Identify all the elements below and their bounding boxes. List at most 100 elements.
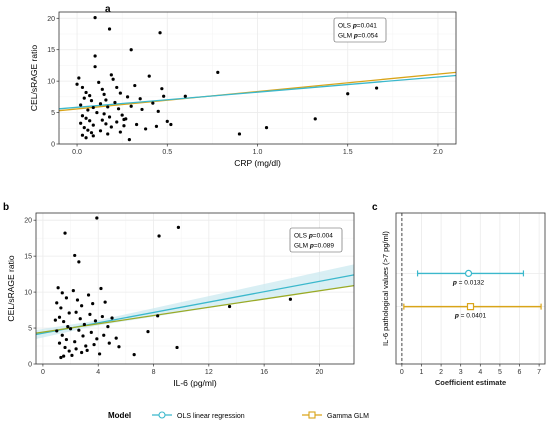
panel-c-x-ticks: 0 1 2 3 4 5 6 7 [400,364,541,376]
legend-title: Model [108,411,131,420]
data-point [79,103,83,107]
data-point [86,128,90,132]
data-point [264,126,269,130]
data-point [88,312,92,316]
x-tick-label: 4 [96,369,100,376]
data-point [77,76,81,80]
data-point [115,120,119,124]
data-point [78,317,82,321]
data-point [100,87,104,91]
p-value-symbol: p [452,279,457,286]
data-point [98,129,103,133]
data-point [63,345,67,350]
data-point [147,74,151,78]
panel-b-points [53,216,340,360]
data-point [85,348,89,352]
x-tick-label: 3 [459,369,463,376]
data-point [216,70,220,74]
data-point [95,110,99,115]
panel-b-fit-lines [35,274,355,336]
data-point [80,133,85,137]
x-tick-label: 2.0 [433,149,443,156]
data-point [125,95,130,99]
p-value-line: GLM p=0.054 [338,33,378,40]
panel-c-plot-area [396,213,545,364]
panel-c-y-axis-title: IL-6 pathological values (>7 pg/ml) [381,231,390,346]
p-value-symbol: p [352,23,357,30]
data-point [93,16,97,20]
data-point [82,126,86,130]
data-point [107,115,112,119]
data-point [133,83,137,88]
data-point [89,330,93,334]
legend: Model OLS linear regression Gamma GLM [108,411,369,420]
data-point [68,327,73,331]
x-tick-label: 8 [152,369,156,376]
p-value-symbol: p [308,233,313,240]
data-point [86,293,91,297]
data-point [73,340,77,344]
data-point [107,27,112,31]
data-point [118,91,122,95]
data-point [127,138,131,142]
p-value-symbol: p [309,243,314,250]
data-point [75,298,80,302]
panel-b-y-ticks: 0 5 10 15 20 [24,218,36,369]
x-tick-label: 0.0 [72,149,82,156]
data-point [98,102,103,106]
data-point [162,94,166,98]
data-point [57,315,62,319]
panel-a-p-value-box: OLS p=0.041 GLM p=0.054 [333,17,387,43]
data-point [81,334,85,338]
panel-c-label: c [372,202,378,213]
fit-line-glm [35,284,355,334]
data-point [89,131,94,135]
data-point [116,107,121,111]
data-point [80,114,85,118]
data-point [156,314,160,318]
data-point [288,297,292,301]
p-value-line: OLS p=0.004 [294,233,333,240]
x-tick-label: 1.0 [253,149,263,156]
p-value-box-frame [289,227,343,253]
data-point [129,48,133,52]
p-value-number: = 0.0132 [457,279,485,286]
x-tick-label: 0 [41,369,45,376]
panel-a-points [75,16,381,142]
x-tick-label: 1.5 [343,149,353,156]
panel-a-y-ticks: 0 5 10 15 20 [47,16,59,149]
data-point [55,301,59,305]
data-point [93,54,97,58]
data-point [106,105,110,109]
data-point [82,322,86,327]
data-point [77,260,81,264]
data-point [55,329,59,333]
legend-glm-swatch-marker [308,411,316,419]
data-point [158,31,162,35]
data-point [63,231,67,235]
legend-ols-label: OLS linear regression [177,413,245,420]
p-value-number: =0.004 [313,233,333,240]
data-point [77,328,81,332]
data-point [110,316,114,320]
data-point [346,92,350,96]
legend-ols-swatch-marker [158,411,166,419]
fit-line-ols [58,74,457,110]
data-point [66,325,70,329]
data-point [75,82,79,86]
data-point [227,304,232,309]
p-value-model: OLS [338,23,353,30]
p-value-line: OLS p=0.041 [338,23,377,30]
data-point [62,354,66,358]
data-point [93,65,97,69]
x-tick-label: 1 [420,369,424,376]
data-point [79,121,83,125]
data-point [114,336,118,340]
data-point [138,97,142,101]
panel-c-x-axis-title: Coefficient estimate [435,378,506,387]
data-point [120,113,124,117]
